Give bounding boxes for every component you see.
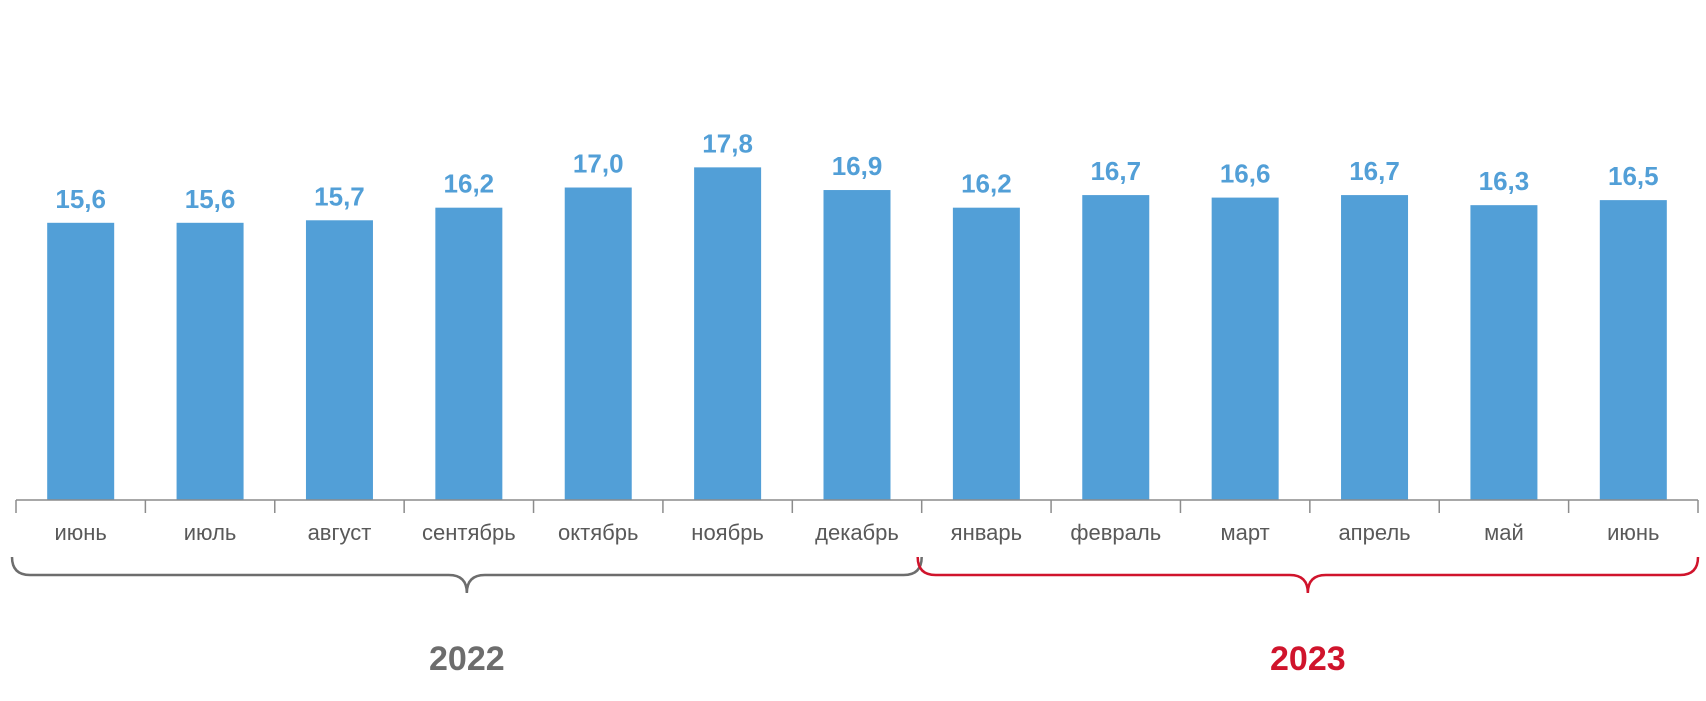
x-tick-label-12: май (1484, 520, 1524, 545)
data-label-9: 16,7 (1090, 156, 1141, 186)
bar-12 (1470, 205, 1538, 500)
x-tick-label-8: январь (951, 520, 1022, 545)
bar-9 (1082, 195, 1150, 500)
x-tick-label-13: июнь (1607, 520, 1659, 545)
x-tick-label-3: август (308, 520, 372, 545)
bar-11 (1341, 195, 1409, 500)
group-label-2023: 2023 (1270, 640, 1346, 678)
data-label-7: 16,9 (832, 151, 883, 181)
x-tick-label-2: июль (184, 520, 237, 545)
x-tick-label-10: март (1221, 520, 1270, 545)
data-label-13: 16,5 (1608, 161, 1659, 191)
x-tick-label-5: октябрь (558, 520, 638, 545)
data-label-3: 15,7 (314, 181, 365, 211)
data-label-11: 16,7 (1349, 156, 1400, 186)
data-label-5: 17,0 (573, 149, 624, 179)
bar-10 (1211, 197, 1279, 500)
bar-8 (952, 207, 1020, 500)
bar-13 (1599, 200, 1667, 500)
bar-7 (823, 190, 891, 501)
bar-4 (435, 207, 503, 500)
data-label-6: 17,8 (702, 128, 753, 158)
x-tick-label-11: апрель (1338, 520, 1410, 545)
bar-5 (564, 187, 632, 500)
data-label-8: 16,2 (961, 169, 1012, 199)
data-label-2: 15,6 (185, 184, 236, 214)
x-tick-label-6: ноябрь (691, 520, 764, 545)
x-tick-label-7: декабрь (815, 520, 899, 545)
x-tick-label-4: сентябрь (422, 520, 516, 545)
brace-2023 (916, 556, 1700, 594)
data-label-1: 15,6 (55, 184, 106, 214)
bar-1 (47, 222, 115, 501)
x-tick-label-9: февраль (1070, 520, 1161, 545)
group-label-2022: 2022 (429, 640, 505, 678)
brace-2022 (10, 556, 923, 594)
bar-6 (694, 167, 762, 501)
data-label-12: 16,3 (1479, 166, 1530, 196)
bar-3 (305, 220, 373, 500)
x-tick-label-1: июнь (54, 520, 106, 545)
data-label-4: 16,2 (444, 169, 495, 199)
data-label-10: 16,6 (1220, 159, 1271, 189)
bar-2 (176, 222, 244, 501)
